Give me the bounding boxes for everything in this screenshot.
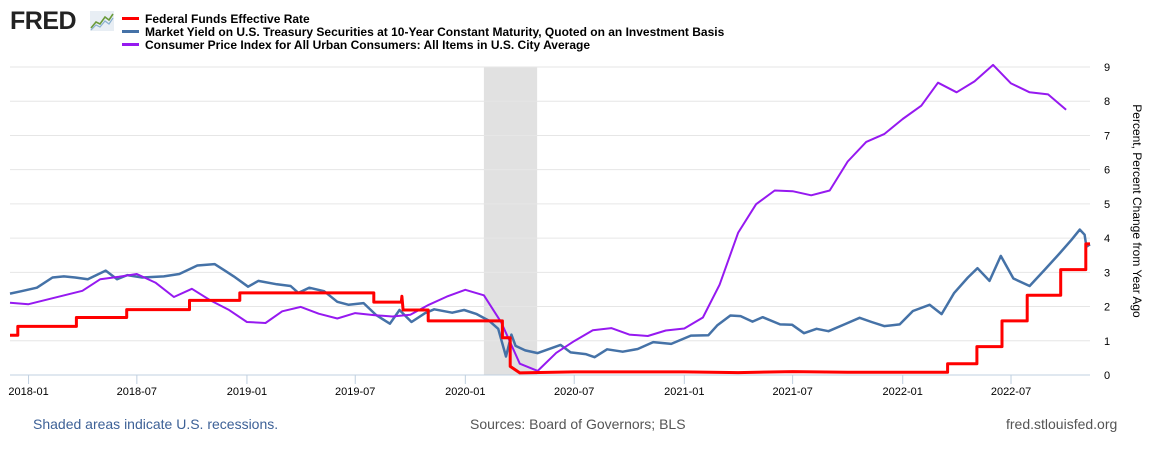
- legend-swatch-treasury: [122, 30, 139, 33]
- y-tick-label: 8: [1104, 96, 1110, 108]
- sources-note: Sources: Board of Governors; BLS: [470, 416, 686, 432]
- gridlines: [10, 66, 1090, 376]
- y-tick-label: 0: [1104, 370, 1110, 382]
- recession-note: Shaded areas indicate U.S. recessions.: [33, 416, 279, 432]
- y-tick-label: 5: [1104, 199, 1110, 211]
- legend-label: Market Yield on U.S. Treasury Securities…: [145, 24, 725, 39]
- x-tick-label: 2019-07: [335, 386, 375, 398]
- chart-legend: Federal Funds Effective Rate Market Yiel…: [122, 11, 725, 52]
- y-tick-label: 6: [1104, 165, 1110, 177]
- line-chart-icon: [90, 11, 114, 31]
- series-cpi-line: [9, 63, 1067, 372]
- legend-swatch-fedfunds: [122, 17, 139, 20]
- logo-text: FRED: [10, 7, 77, 35]
- legend-label: Federal Funds Effective Rate: [145, 11, 310, 26]
- y-tick-label: 2: [1104, 302, 1110, 314]
- legend-label: Consumer Price Index for All Urban Consu…: [145, 37, 590, 52]
- y-tick-label: 3: [1104, 267, 1110, 279]
- y-axis-label: Percent, Percent Change from Year Ago: [1130, 104, 1144, 318]
- y-tick-label: 7: [1104, 130, 1110, 142]
- legend-item-cpi[interactable]: Consumer Price Index for All Urban Consu…: [122, 37, 724, 52]
- x-tick-label: 2022-07: [991, 386, 1031, 398]
- legend-item-fedfunds[interactable]: Federal Funds Effective Rate: [122, 11, 724, 26]
- x-tick-label: 2018-01: [8, 386, 48, 398]
- x-tick-label: 2020-01: [445, 386, 485, 398]
- series-fedfunds-line: [10, 242, 1090, 375]
- axes: 0 1 2 3 4 5 6 7 8 9 2018-01 2018-07 2019-01 2019-07 20…: [8, 62, 1144, 398]
- site-link[interactable]: fred.stlouisfed.org: [1006, 416, 1118, 432]
- legend-item-treasury[interactable]: Market Yield on U.S. Treasury Securities…: [122, 24, 725, 39]
- y-tick-label: 4: [1104, 233, 1110, 245]
- x-tick-label: 2018-07: [117, 386, 157, 398]
- series-layer: [9, 63, 1091, 375]
- x-tick-label: 2021-01: [664, 386, 704, 398]
- x-tick-label: 2022-01: [883, 386, 923, 398]
- y-tick-label: 1: [1104, 336, 1110, 348]
- legend-swatch-cpi: [122, 43, 139, 46]
- x-tick-label: 2021-07: [772, 386, 812, 398]
- recession-shading-layer: [483, 67, 538, 375]
- y-tick-label: 9: [1104, 62, 1110, 74]
- fred-logo: FRED: [10, 8, 120, 34]
- series-treasury-line: [9, 228, 1091, 359]
- x-tick-label: 2020-07: [554, 386, 594, 398]
- recession-band: [483, 67, 538, 375]
- x-tick-label: 2019-01: [227, 386, 267, 398]
